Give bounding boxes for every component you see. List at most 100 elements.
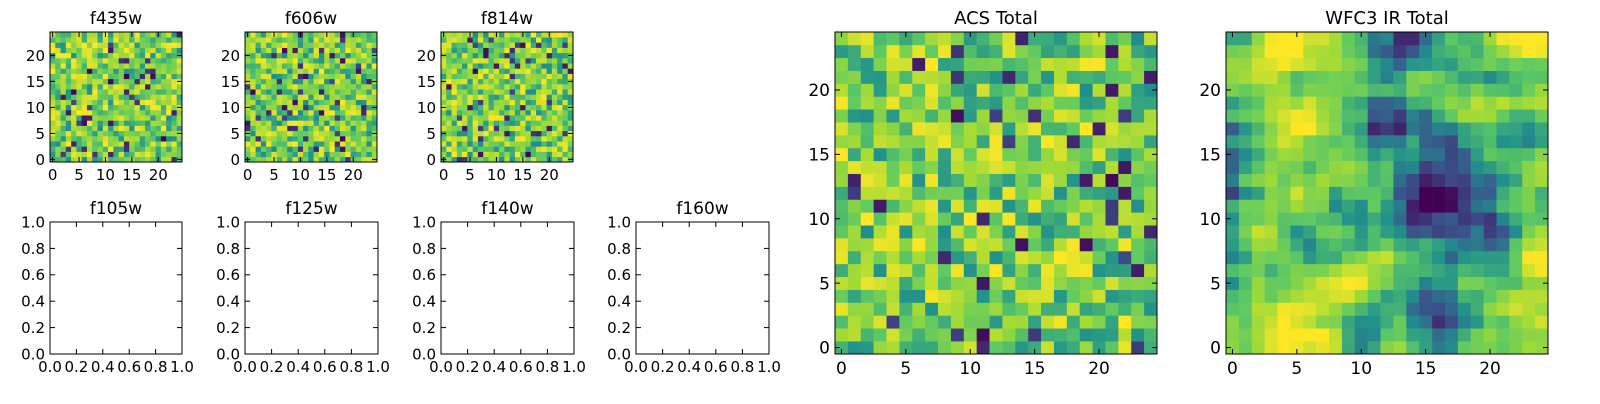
heatmap-cell <box>1483 70 1497 84</box>
heatmap-cell <box>1406 83 1420 97</box>
heatmap-cell <box>504 136 510 142</box>
y-tick-label: 0.2 <box>216 319 240 337</box>
heatmap-cell <box>86 136 93 142</box>
heatmap-cell <box>255 141 262 147</box>
heatmap-cell <box>276 141 283 147</box>
heatmap-cell <box>71 63 77 69</box>
heatmap-cell <box>166 84 172 90</box>
heatmap-cell <box>86 130 93 137</box>
axes-frame <box>244 31 378 163</box>
heatmap-cell <box>530 146 537 152</box>
heatmap-cell <box>509 115 516 121</box>
heatmap-cell <box>1238 122 1253 136</box>
heatmap-cell <box>292 47 299 54</box>
heatmap-cell <box>324 68 330 74</box>
heatmap-cell <box>150 47 156 54</box>
heatmap-cell <box>873 160 887 174</box>
x-tick-label: 0.8 <box>535 358 559 376</box>
heatmap-cell <box>361 94 367 100</box>
heatmap-cell <box>1457 263 1472 278</box>
heatmap-cell <box>92 156 98 163</box>
heatmap-cell <box>1522 186 1536 200</box>
heatmap-cell <box>1354 289 1368 303</box>
heatmap-cell <box>520 104 526 111</box>
heatmap-cell <box>329 99 336 106</box>
heatmap-cell <box>886 160 900 174</box>
heatmap-cell <box>71 110 77 116</box>
heatmap-cell <box>266 130 272 137</box>
heatmap-cell <box>835 135 849 149</box>
heatmap-cell <box>1002 135 1016 149</box>
heatmap-cell <box>1393 289 1407 303</box>
heatmap-cell <box>1079 341 1093 355</box>
heatmap-cell <box>250 58 256 64</box>
y-tick-label: 0.2 <box>412 319 436 337</box>
heatmap-cell <box>155 42 162 48</box>
heatmap-cell <box>976 302 990 316</box>
heatmap-cell <box>541 94 547 100</box>
heatmap-cell <box>123 32 130 38</box>
heatmap-cell <box>493 99 500 106</box>
heatmap-cell <box>1367 302 1381 316</box>
heatmap-cell <box>166 42 172 48</box>
heatmap-cell <box>938 83 952 97</box>
heatmap-cell <box>166 52 172 59</box>
heatmap-cell <box>483 99 489 106</box>
heatmap-cell <box>145 136 151 142</box>
heatmap-cell <box>488 141 495 147</box>
heatmap-cell <box>1522 44 1536 59</box>
heatmap-cell <box>60 37 67 43</box>
heatmap-cell <box>97 125 104 132</box>
heatmap-cell <box>938 57 952 71</box>
heatmap-cell <box>1002 147 1016 162</box>
heatmap-cell <box>488 104 495 111</box>
heatmap-cell <box>925 70 939 84</box>
heatmap-cell <box>1264 32 1278 46</box>
heatmap-cell <box>536 125 542 132</box>
heatmap-cell <box>1028 147 1042 162</box>
heatmap-cell <box>60 99 67 106</box>
heatmap-cell <box>1131 341 1145 355</box>
heatmap-cell <box>925 135 939 149</box>
heatmap-cell <box>1419 109 1433 123</box>
heatmap-cell <box>1131 212 1145 226</box>
heatmap-cell <box>361 68 367 74</box>
heatmap-cell <box>1079 96 1093 110</box>
heatmap-cell <box>308 58 314 64</box>
heatmap-cell <box>271 99 277 106</box>
heatmap-cell <box>567 99 574 106</box>
heatmap-cell <box>245 89 251 95</box>
x-tick-label: 1.0 <box>757 358 781 376</box>
heatmap-cell <box>477 78 484 85</box>
heatmap-cell <box>71 32 77 38</box>
heatmap-cell <box>562 63 569 69</box>
heatmap-cell <box>160 89 167 95</box>
heatmap-cell <box>835 173 849 187</box>
heatmap-cell <box>1483 328 1497 342</box>
heatmap-cell <box>292 32 299 38</box>
heatmap-cell <box>509 156 516 163</box>
heatmap-cell <box>318 89 325 95</box>
heatmap-cell <box>86 84 93 90</box>
heatmap-cell <box>520 130 526 137</box>
heatmap-cell <box>1118 32 1132 46</box>
heatmap-cell <box>303 104 309 111</box>
heatmap-cell <box>446 78 452 85</box>
heatmap-cell <box>1105 96 1119 110</box>
heatmap-cell <box>1002 160 1016 174</box>
heatmap-cell <box>938 122 952 136</box>
heatmap-cell <box>50 151 56 158</box>
heatmap-cell <box>1118 341 1132 355</box>
heatmap-cell <box>166 47 172 54</box>
x-tick-label: 0 <box>836 359 847 379</box>
heatmap-cell <box>150 32 156 38</box>
heatmap-cell <box>1277 32 1291 46</box>
heatmap-cell <box>1053 44 1068 59</box>
heatmap-cell <box>1002 328 1016 342</box>
heatmap-cell <box>467 52 473 59</box>
heatmap-cell <box>276 52 283 59</box>
heatmap-cell <box>1290 32 1304 46</box>
heatmap-cell <box>123 156 130 163</box>
y-tick-label: 10 <box>221 99 240 117</box>
